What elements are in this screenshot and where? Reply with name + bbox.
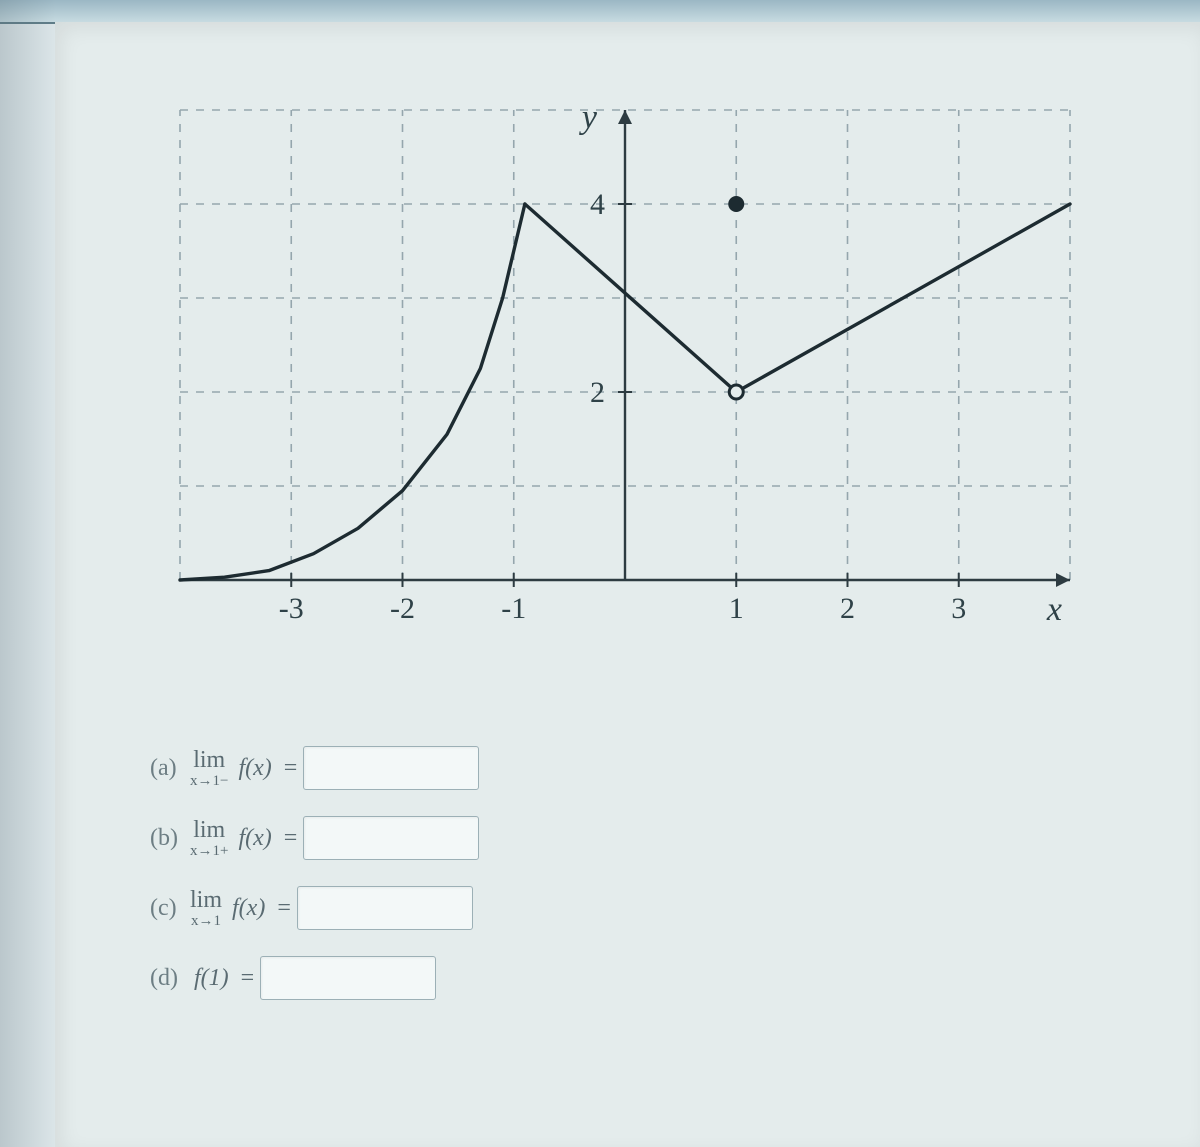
question-d: (d) f(1) =: [150, 956, 850, 1000]
svg-text:2: 2: [590, 376, 605, 409]
question-b-letter: (b): [150, 825, 190, 852]
svg-text:1: 1: [729, 592, 744, 625]
answer-a-input[interactable]: [303, 746, 479, 790]
question-list: (a) lim x→1− f(x) = (b) lim x→1+ f(x) = …: [150, 720, 850, 1026]
question-c-fx: f(x): [232, 895, 265, 922]
question-c-limit: lim x→1: [190, 888, 222, 929]
svg-text:-1: -1: [501, 592, 526, 625]
svg-text:-2: -2: [390, 592, 415, 625]
question-a-limit: lim x→1−: [190, 748, 228, 789]
question-b-eq: =: [284, 825, 298, 852]
svg-text:-3: -3: [279, 592, 304, 625]
question-a-eq: =: [284, 755, 298, 782]
answer-d-input[interactable]: [260, 956, 436, 1000]
question-d-letter: (d): [150, 965, 190, 992]
graph-svg: -3 -2 -1 1 2 3 2 4 y x: [150, 90, 1100, 650]
svg-text:2: 2: [840, 592, 855, 625]
question-c-eq: =: [277, 895, 291, 922]
answer-b-input[interactable]: [303, 816, 479, 860]
answer-c-input[interactable]: [297, 886, 473, 930]
svg-text:3: 3: [951, 592, 966, 625]
window-chrome-top: [0, 0, 1200, 24]
svg-text:y: y: [579, 99, 598, 136]
question-a-letter: (a): [150, 755, 190, 782]
limits-graph: -3 -2 -1 1 2 3 2 4 y x: [150, 90, 1100, 650]
question-d-fx: f(1): [194, 965, 229, 992]
question-a-fx: f(x): [238, 755, 271, 782]
question-a: (a) lim x→1− f(x) =: [150, 746, 850, 790]
question-c: (c) lim x→1 f(x) =: [150, 886, 850, 930]
svg-text:x: x: [1046, 591, 1062, 628]
question-b-fx: f(x): [238, 825, 271, 852]
question-b: (b) lim x→1+ f(x) =: [150, 816, 850, 860]
question-c-letter: (c): [150, 895, 190, 922]
question-b-limit: lim x→1+: [190, 818, 228, 859]
svg-text:4: 4: [590, 188, 605, 221]
question-d-eq: =: [241, 965, 255, 992]
page-left-shadow: [0, 0, 55, 1147]
